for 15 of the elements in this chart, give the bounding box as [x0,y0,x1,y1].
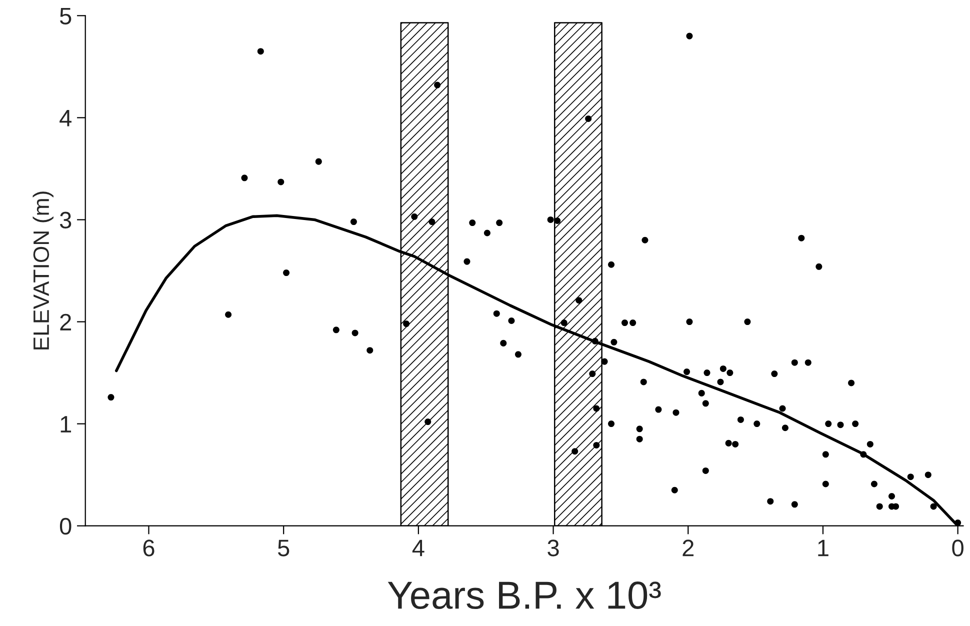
y-tick-label: 1 [60,416,72,432]
x-tick-label: 5 [278,540,290,556]
x-tick-label: 6 [143,540,154,556]
y-tick-label: 2 [60,314,71,330]
x-tick-label: 0 [952,540,964,556]
y-tick-label: 0 [60,518,72,535]
y-axis-title: ELEVATION (m) [32,192,54,350]
y-tick-label: 5 [60,8,72,24]
x-tick-label: 1 [818,540,828,556]
x-tick-label: 2 [682,540,694,556]
y-tick-label: 3 [60,212,72,229]
x-axis-title: Years B.P. x 10³ [388,582,661,610]
x-tick-label: 3 [548,540,559,556]
x-tick-label: 4 [412,540,424,556]
y-tick-label: 4 [60,110,72,126]
